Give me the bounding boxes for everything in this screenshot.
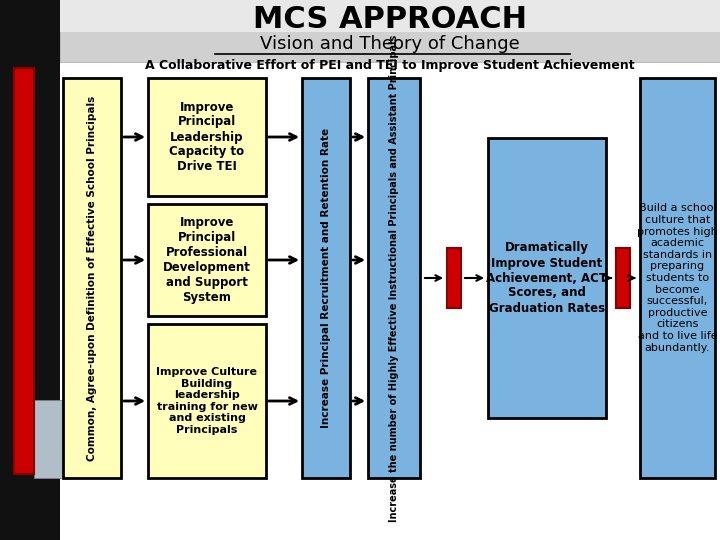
Bar bbox=[60, 0, 720, 62]
Text: Improve
Principal
Professional
Development
and Support
System: Improve Principal Professional Developme… bbox=[163, 216, 251, 304]
Text: Improve
Principal
Leadership
Capacity to
Drive TEI: Improve Principal Leadership Capacity to… bbox=[169, 100, 245, 173]
Bar bbox=[488, 138, 606, 418]
Bar bbox=[14, 68, 34, 474]
Bar bbox=[368, 78, 420, 478]
Bar bbox=[302, 78, 350, 478]
Text: Dramatically
Improve Student
Achievement, ACT
Scores, and
Graduation Rates: Dramatically Improve Student Achievement… bbox=[487, 241, 608, 314]
Bar bbox=[616, 248, 630, 308]
Bar bbox=[60, 0, 720, 32]
Text: A Collaborative Effort of PEI and TEI to Improve Student Achievement: A Collaborative Effort of PEI and TEI to… bbox=[145, 59, 635, 72]
Text: Increase Principal Recruitment and Retention Rate: Increase Principal Recruitment and Reten… bbox=[321, 128, 331, 428]
Bar bbox=[148, 78, 266, 196]
Bar bbox=[447, 248, 461, 308]
Bar bbox=[148, 204, 266, 316]
Text: Vision and Theory of Change: Vision and Theory of Change bbox=[260, 35, 520, 53]
Bar bbox=[0, 0, 60, 540]
Bar bbox=[148, 324, 266, 478]
Bar bbox=[63, 78, 121, 478]
Text: Build a school
culture that
promotes high
academic
standards in
preparing
studen: Build a school culture that promotes hig… bbox=[637, 204, 718, 353]
Text: Improve Culture
Building
leadership
training for new
and existing
Principals: Improve Culture Building leadership trai… bbox=[156, 367, 258, 435]
Bar bbox=[34, 400, 92, 478]
Text: MCS APPROACH: MCS APPROACH bbox=[253, 5, 527, 35]
Bar bbox=[640, 78, 715, 478]
Text: Common, Agree-upon Definition of Effective School Principals: Common, Agree-upon Definition of Effecti… bbox=[87, 96, 97, 461]
Text: Increase the number of Highly Effective Instructional Principals and Assistant P: Increase the number of Highly Effective … bbox=[389, 35, 399, 522]
